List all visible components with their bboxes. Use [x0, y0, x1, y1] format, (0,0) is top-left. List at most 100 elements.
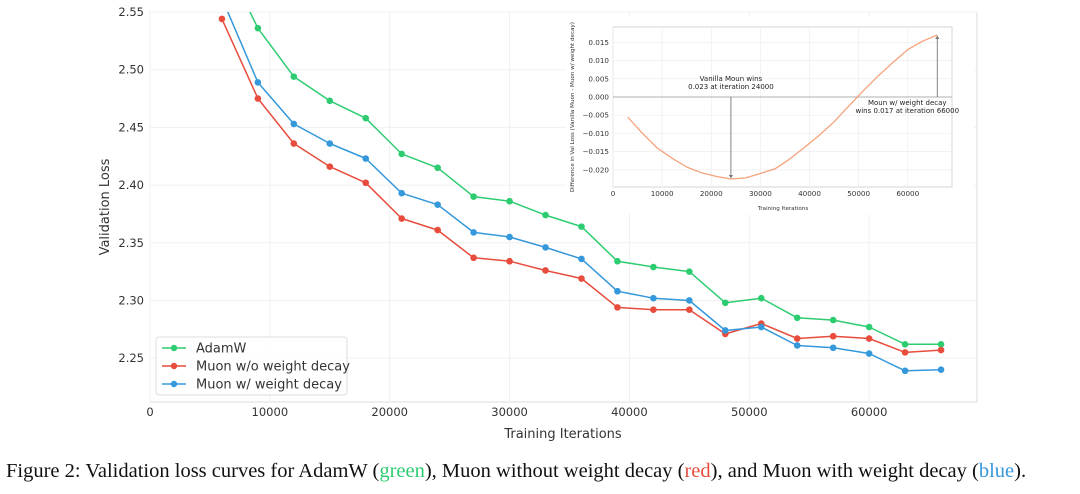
data-point-adamw — [829, 316, 837, 324]
data-point-adamw — [937, 341, 945, 348]
data-point-muon-w-weight-decay — [542, 244, 549, 251]
data-point-adamw — [542, 211, 549, 219]
data-point-muon-w-o-weight-decay — [578, 275, 585, 282]
inset-x-tick-label: 50000 — [847, 189, 870, 198]
data-point-muon-w-o-weight-decay — [290, 140, 298, 147]
inset-chart: 0 10000 20000 30000 40000 50000 60000 −0.020−0… — [566, 16, 974, 214]
caption-text-2: ), Muon without weight decay ( — [424, 460, 685, 482]
data-point-muon-w-o-weight-decay — [362, 179, 370, 187]
caption-prefix: Figure 2: — [6, 460, 86, 482]
data-point-adamw — [865, 323, 873, 331]
inset-y-ticks: −0.020 −0.015 −0.010 −0.005 0.000 0.005 0.010 0… — [582, 38, 609, 175]
main-y-tick-label: 2.55 — [118, 5, 144, 19]
main-y-tick-label: 2.40 — [118, 178, 144, 192]
inset-x-axis-label: Training Iterations — [757, 206, 809, 212]
data-point-muon-w-weight-decay — [506, 233, 513, 241]
legend-label-adamw: AdamW — [196, 342, 247, 357]
inset-x-tick-label: 30000 — [749, 189, 772, 198]
data-point-muon-w-o-weight-decay — [470, 254, 477, 262]
legend-item-adamw: AdamW — [162, 342, 247, 357]
data-point-adamw — [362, 114, 370, 122]
data-point-adamw — [722, 299, 729, 307]
data-point-muon-w-weight-decay — [362, 155, 370, 162]
inset-y-tick-label: −0.010 — [582, 129, 609, 138]
annotation-vanilla-line2: 0.023 at iteration 24000 — [688, 83, 774, 91]
legend-marker-muon-wo-wd — [170, 362, 178, 370]
data-point-muon-w-weight-decay — [290, 120, 298, 128]
legend-item-muon-wo-wd: Muon w/o weight decay — [162, 360, 350, 375]
caption-text-4: ). — [1014, 460, 1027, 482]
data-point-muon-w-weight-decay — [937, 366, 945, 373]
data-point-adamw — [901, 341, 909, 348]
inset-series-group — [627, 34, 938, 180]
caption-blue-word: blue — [978, 460, 1015, 482]
data-point-muon-w-weight-decay — [686, 297, 693, 304]
data-point-muon-w-weight-decay — [865, 350, 873, 357]
data-point-adamw — [434, 164, 441, 172]
caption-text-3: ), and Muon with weight decay ( — [710, 460, 979, 482]
data-point-adamw — [290, 73, 298, 80]
data-point-muon-w-o-weight-decay — [650, 306, 657, 313]
legend-label-muon-w-wd: Muon w/ weight decay — [196, 378, 342, 393]
inset-x-tick-label: 20000 — [700, 189, 723, 198]
caption-text-1: Validation loss curves for AdamW ( — [85, 460, 380, 482]
inset-y-tick-label: −0.015 — [582, 147, 609, 156]
main-y-tick-label: 2.35 — [118, 236, 144, 250]
main-y-ticks: 2.25 2.30 2.35 2.40 2.45 2.50 2.55 — [118, 5, 144, 365]
legend-box — [155, 336, 348, 396]
data-point-muon-w-weight-decay — [793, 342, 801, 349]
main-y-axis-label: Validation Loss — [98, 158, 113, 255]
inset-x-ticks: 0 10000 20000 30000 40000 50000 60000 — [611, 189, 920, 198]
data-point-muon-w-o-weight-decay — [218, 15, 226, 23]
legend-marker-muon-w-wd — [170, 380, 178, 388]
annotation-weight-decay-line2: wins 0.017 at iteration 66000 — [855, 107, 959, 115]
data-point-muon-w-weight-decay — [901, 367, 909, 375]
main-y-tick-label: 2.30 — [118, 293, 144, 307]
main-x-tick-label: 30000 — [491, 405, 528, 419]
inset-y-tick-label: 0.015 — [588, 38, 609, 47]
main-x-tick-label: 60000 — [851, 405, 888, 419]
data-point-muon-w-o-weight-decay — [506, 257, 513, 265]
inset-y-tick-label: −0.020 — [582, 165, 609, 174]
data-point-muon-w-o-weight-decay — [254, 95, 262, 102]
data-point-adamw — [326, 97, 334, 105]
data-point-muon-w-weight-decay — [614, 287, 621, 295]
data-point-muon-w-weight-decay — [434, 201, 441, 208]
main-series-group — [218, 12, 945, 375]
data-point-adamw — [686, 268, 693, 275]
main-x-tick-label: 20000 — [371, 405, 408, 419]
main-y-tick-label: 2.25 — [118, 351, 144, 365]
data-point-adamw — [757, 294, 765, 302]
caption-green-word: green — [379, 460, 425, 482]
main-y-tick-label: 2.45 — [118, 120, 144, 134]
annotation-arrowhead-weight-decay — [935, 35, 940, 40]
legend-item-muon-w-wd: Muon w/ weight decay — [162, 378, 342, 393]
legend-label-muon-wo-wd: Muon w/o weight decay — [196, 360, 350, 375]
main-x-tick-label: 0 — [146, 405, 153, 419]
main-x-axis-label: Training Iterations — [503, 427, 622, 442]
data-point-muon-w-weight-decay — [829, 344, 837, 352]
main-x-tick-label: 40000 — [611, 405, 648, 419]
data-point-muon-w-o-weight-decay — [542, 267, 549, 274]
inset-y-tick-label: 0.010 — [588, 56, 609, 65]
data-point-muon-w-weight-decay — [722, 327, 729, 334]
data-point-muon-w-weight-decay — [757, 323, 765, 331]
inset-annotations: Vanilla Moun wins 0.023 at iteration 240… — [688, 35, 959, 179]
data-point-muon-w-o-weight-decay — [901, 349, 909, 356]
data-point-muon-w-o-weight-decay — [793, 335, 801, 342]
data-point-adamw — [506, 197, 513, 205]
main-y-tick-label: 2.50 — [118, 63, 144, 77]
annotation-arrowhead-vanilla — [728, 174, 733, 179]
inset-y-tick-label: 0.000 — [588, 92, 609, 101]
data-point-adamw — [578, 223, 585, 230]
data-point-muon-w-o-weight-decay — [865, 335, 873, 342]
inset-y-tick-label: −0.005 — [582, 111, 609, 120]
data-point-muon-w-o-weight-decay — [614, 304, 621, 311]
data-point-muon-w-o-weight-decay — [686, 306, 693, 313]
data-point-adamw — [650, 263, 657, 271]
data-point-muon-w-weight-decay — [578, 255, 585, 263]
annotation-weight-decay-line1: Moun w/ weight decay — [868, 99, 947, 107]
inset-plot-area — [612, 26, 953, 188]
data-point-muon-w-o-weight-decay — [829, 332, 837, 340]
